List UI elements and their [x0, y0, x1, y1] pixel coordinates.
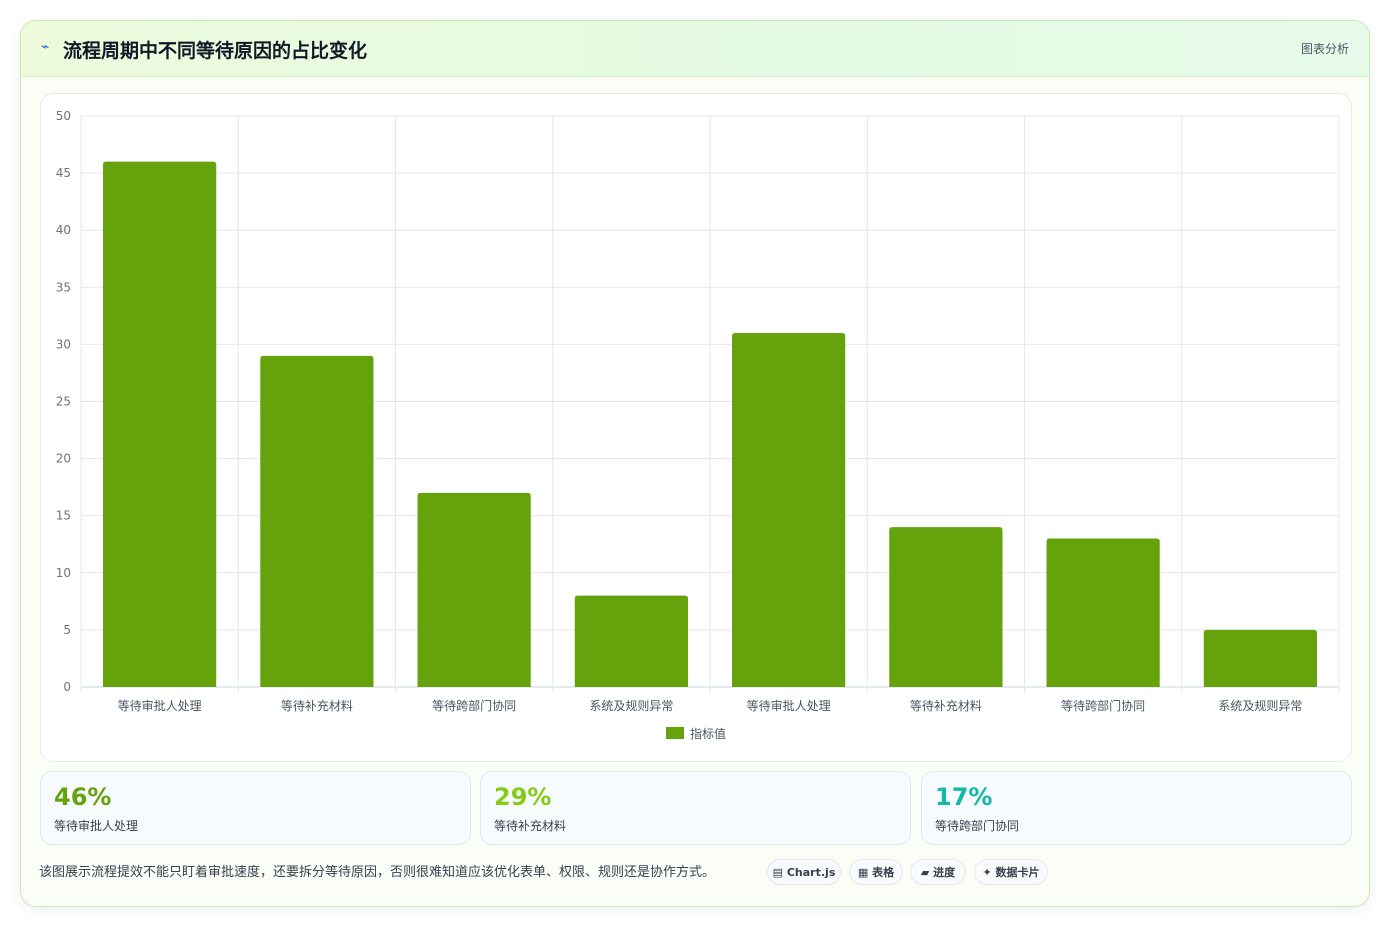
y-tick-label: 35	[56, 280, 71, 294]
chart-card: ⌁ 流程周期中不同等待原因的占比变化 图表分析 0 5 10 15 20 25 30 35 40…	[20, 20, 1370, 907]
x-tick-label: 系统及规则异常	[1218, 698, 1302, 713]
legend-swatch	[666, 727, 684, 739]
y-tick-label: 5	[63, 623, 71, 637]
stat-card-2: 29% 等待补充材料	[480, 771, 911, 845]
bar	[732, 332, 846, 687]
y-tick-label: 30	[56, 337, 71, 351]
bar	[260, 355, 374, 687]
x-tick-label: 系统及规则异常	[589, 698, 673, 713]
chart-icon: ▤	[772, 866, 784, 879]
stat-label: 等待跨部门协同	[935, 819, 1020, 833]
bar	[417, 492, 531, 687]
chart-title: 流程周期中不同等待原因的占比变化	[63, 40, 368, 62]
pill-data-cards[interactable]: ✦ 数据卡片	[974, 859, 1048, 885]
legend-label: 指标值	[690, 726, 726, 741]
x-tick-label: 等待补充材料	[910, 698, 982, 713]
stat-card-3: 17% 等待跨部门协同	[921, 771, 1352, 845]
pill-progress[interactable]: ▰ 进度	[910, 859, 966, 885]
sparkle-icon: ✦	[982, 866, 992, 879]
bar-chart: 0 5 10 15 20 25 30 35 40 45 50 等待审批人处理 等待补充材料 等待跨部门协同…	[56, 109, 1340, 741]
x-tick-label: 等待补充材料	[281, 698, 353, 713]
y-tick-label: 15	[56, 509, 71, 523]
pill-chartjs[interactable]: ▤ Chart.js	[767, 859, 841, 885]
x-tick-label: 等待跨部门协同	[432, 698, 516, 713]
y-tick-label: 10	[56, 566, 71, 580]
x-tick-label: 等待跨部门协同	[1061, 698, 1145, 713]
pill-label: 表格	[872, 866, 895, 879]
bar	[889, 527, 1003, 687]
pill-label: Chart.js	[786, 866, 836, 879]
stat-value: 29%	[494, 783, 552, 811]
table-icon: ▦	[857, 866, 869, 879]
x-tick-label: 等待审批人处理	[747, 698, 831, 713]
stat-label: 等待补充材料	[494, 819, 567, 833]
stat-label: 等待审批人处理	[54, 819, 139, 833]
chart-panel: 0 5 10 15 20 25 30 35 40 45 50 等待审批人处理 等待补充材料 等待跨部门协同…	[40, 93, 1352, 762]
pill-table[interactable]: ▦ 表格	[849, 859, 903, 885]
y-tick-label: 40	[56, 223, 71, 237]
bar	[1203, 629, 1317, 687]
bar	[103, 161, 217, 687]
y-tick-label: 0	[63, 680, 71, 694]
x-tick-label: 等待审批人处理	[118, 698, 202, 713]
progress-icon: ▰	[920, 866, 930, 879]
flash-icon: ⌁	[41, 39, 50, 55]
y-tick-label: 45	[56, 166, 71, 180]
y-tick-label: 25	[56, 395, 71, 409]
pill-label: 数据卡片	[995, 866, 1040, 879]
bar	[1046, 538, 1160, 687]
chart-analysis-tag[interactable]: 图表分析	[1300, 42, 1349, 56]
stat-card-1: 46% 等待审批人处理	[40, 771, 471, 845]
y-tick-label: 50	[56, 109, 71, 123]
pill-label: 进度	[933, 866, 956, 879]
bar	[574, 595, 688, 687]
card-header: ⌁ 流程周期中不同等待原因的占比变化 图表分析	[21, 21, 1369, 77]
stat-value: 17%	[935, 783, 993, 811]
stat-value: 46%	[54, 783, 112, 811]
y-tick-label: 20	[56, 452, 71, 466]
chart-description: 该图展示流程提效不能只盯着审批速度，还要拆分等待原因，否则很难知道应该优化表单、…	[39, 865, 716, 880]
